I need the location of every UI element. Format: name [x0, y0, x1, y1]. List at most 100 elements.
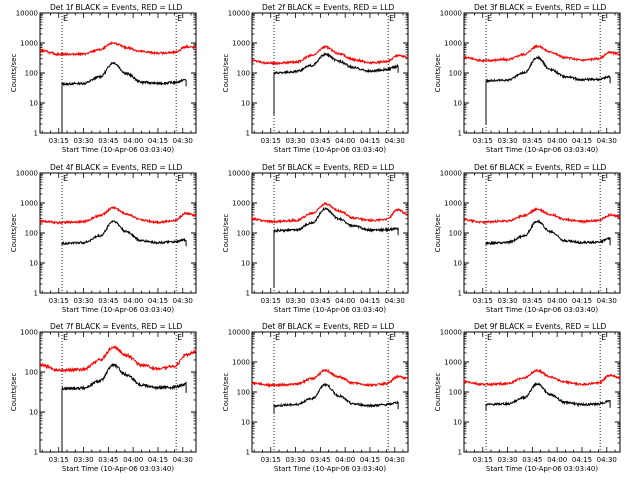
plot-frame	[463, 172, 621, 294]
y-tick-label: 100	[25, 369, 38, 377]
events-series-line	[273, 51, 399, 115]
chart-panel-4: Det 4f BLACK = Events, RED = LLD 1 10 100 10…	[10, 163, 197, 314]
y-tick-label: 10000	[440, 170, 462, 178]
y-tick-label: 100	[25, 230, 38, 238]
x-axis-label: Start Time (10-Apr-06 03:03:40)	[274, 465, 386, 473]
x-tick-label: 03:15	[261, 137, 281, 145]
x-tick-label: 03:45	[98, 456, 118, 464]
x-axis-label: Start Time (10-Apr-06 03:03:40)	[274, 146, 386, 154]
y-tick-label: 10	[29, 100, 38, 108]
chart-title: Det 4f BLACK = Events, RED = LLD	[50, 163, 183, 172]
y-tick-label: 100	[237, 230, 250, 238]
x-tick-label: 03:15	[261, 456, 281, 464]
marker-label: E	[275, 174, 280, 183]
marker-label: E	[63, 333, 68, 342]
marker-label: E	[601, 174, 606, 183]
y-tick-label: 1000	[444, 200, 462, 208]
events-series-line	[61, 220, 187, 247]
marker-label: E	[487, 174, 492, 183]
lld-series-line	[39, 205, 197, 225]
plot-frame	[463, 331, 621, 453]
chart-panel-9: Det 9f BLACK = Events, RED = LLD 1 10 100 10…	[434, 322, 621, 473]
marker-label: E	[177, 333, 182, 342]
x-tick-label: 04:15	[360, 137, 380, 145]
x-tick-label: 03:15	[473, 456, 493, 464]
y-tick-label: 1000	[232, 40, 250, 48]
x-tick-label: 03:15	[473, 297, 493, 305]
y-tick-label: 100	[449, 230, 462, 238]
plot-frame	[39, 331, 197, 453]
y-tick-label: 10	[241, 419, 250, 427]
y-tick-label: 1	[246, 290, 250, 298]
x-tick-label: 03:30	[285, 456, 305, 464]
y-tick-label: 100	[237, 389, 250, 397]
y-axis-label: Counts/sec	[434, 54, 442, 93]
plot-frame	[251, 172, 409, 294]
events-series-line	[273, 206, 399, 288]
chart-panel-8: Det 8f BLACK = Events, RED = LLD 1 10 100 10…	[222, 322, 409, 473]
lld-series-line	[39, 345, 197, 374]
y-axis-label: Counts/sec	[434, 373, 442, 412]
marker-label: E	[389, 14, 394, 23]
x-tick-label: 04:00	[335, 456, 355, 464]
marker-label: E	[177, 14, 182, 23]
x-tick-label: 04:30	[173, 456, 193, 464]
chart-title: Det 6f BLACK = Events, RED = LLD	[474, 163, 607, 172]
x-tick-label: 03:30	[73, 456, 93, 464]
y-axis-label: Counts/sec	[10, 54, 18, 93]
y-tick-label: 10000	[228, 170, 250, 178]
x-tick-label: 04:30	[173, 137, 193, 145]
y-tick-label: 1	[34, 290, 38, 298]
chart-panel-2: Det 2f BLACK = Events, RED = LLD 1 10 100 10…	[222, 3, 409, 154]
marker-label: E	[601, 14, 606, 23]
x-tick-label: 04:00	[547, 456, 567, 464]
marker-label: E	[63, 14, 68, 23]
lld-series-line	[463, 368, 621, 387]
y-tick-label: 100	[449, 70, 462, 78]
x-tick-label: 03:45	[310, 297, 330, 305]
x-tick-label: 04:15	[148, 297, 168, 305]
y-tick-label: 10000	[440, 329, 462, 337]
x-tick-label: 04:30	[385, 137, 405, 145]
events-series-line	[485, 218, 611, 246]
marker-label: E	[389, 333, 394, 342]
plot-frame	[251, 331, 409, 453]
plot-frame	[39, 172, 197, 294]
y-tick-label: 1	[458, 449, 462, 457]
y-axis-label: Counts/sec	[222, 373, 230, 412]
lld-series-line	[251, 44, 409, 66]
lld-series-line	[251, 201, 409, 225]
x-tick-label: 04:15	[360, 456, 380, 464]
chart-panel-3: Det 3f BLACK = Events, RED = LLD 1 10 100 10…	[434, 3, 621, 154]
y-tick-label: 1	[34, 130, 38, 138]
chart-panel-6: Det 6f BLACK = Events, RED = LLD 1 10 100 10…	[434, 163, 621, 314]
x-axis-label: Start Time (10-Apr-06 03:03:40)	[486, 465, 598, 473]
x-tick-label: 04:00	[123, 297, 143, 305]
x-axis-label: Start Time (10-Apr-06 03:03:40)	[274, 306, 386, 314]
y-tick-label: 10000	[16, 170, 38, 178]
x-tick-label: 03:30	[285, 137, 305, 145]
y-tick-label: 1	[246, 449, 250, 457]
x-tick-label: 03:30	[497, 137, 517, 145]
y-tick-label: 10	[29, 260, 38, 268]
y-tick-label: 1000	[20, 200, 38, 208]
plot-frame	[463, 12, 621, 134]
chart-title: Det 3f BLACK = Events, RED = LLD	[474, 3, 607, 12]
x-tick-label: 04:30	[173, 297, 193, 305]
x-tick-label: 04:00	[335, 297, 355, 305]
chart-title: Det 8f BLACK = Events, RED = LLD	[262, 322, 395, 331]
x-tick-label: 04:15	[572, 137, 592, 145]
y-tick-label: 1000	[20, 329, 38, 337]
chart-title: Det 2f BLACK = Events, RED = LLD	[262, 3, 395, 12]
lld-series-line	[463, 44, 621, 64]
x-axis-label: Start Time (10-Apr-06 03:03:40)	[486, 306, 598, 314]
x-tick-label: 04:30	[385, 297, 405, 305]
y-tick-label: 1000	[20, 40, 38, 48]
y-tick-label: 10000	[228, 329, 250, 337]
y-tick-label: 10000	[16, 10, 38, 18]
x-tick-label: 03:30	[73, 137, 93, 145]
x-axis-label: Start Time (10-Apr-06 03:03:40)	[486, 146, 598, 154]
y-tick-label: 1000	[444, 40, 462, 48]
y-axis-label: Counts/sec	[10, 214, 18, 253]
